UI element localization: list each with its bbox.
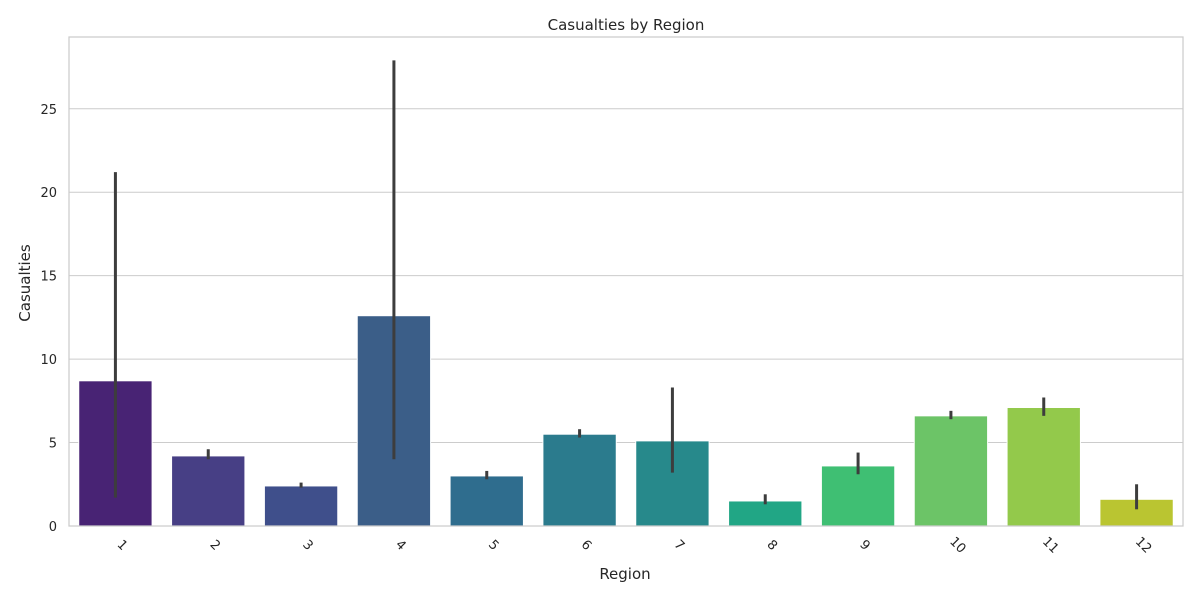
x-tick-label: 3 [299,537,315,553]
y-tick-label: 0 [49,520,57,535]
x-tick-label: 8 [763,537,779,553]
x-tick-label: 12 [1132,534,1154,556]
bar-region-9 [820,465,896,527]
x-axis-label: Region [599,565,650,583]
bar-region-3 [263,485,339,527]
bar-region-5 [449,475,524,527]
y-tick-label: 15 [40,270,57,285]
bar-region-6 [542,433,617,527]
x-tick-label: 9 [856,537,872,553]
y-tick-label: 5 [49,437,57,452]
x-tick-label: 10 [946,534,968,556]
plot-frame [68,36,1184,527]
y-tick-label: 10 [40,353,57,368]
x-tick-label: 1 [114,537,130,553]
bar-region-11 [1006,407,1081,527]
x-tick-label: 7 [671,537,687,553]
bar-region-8 [728,500,803,527]
y-tick-label: 20 [40,186,57,201]
x-tick-label: 6 [578,537,594,553]
x-tick-label: 5 [485,537,501,553]
y-axis-ticks: 0 5 10 15 20 25 [40,103,57,535]
bar-region-2 [171,455,246,527]
y-axis-label: Casualties [16,244,34,322]
error-bars [113,60,1139,510]
x-axis-ticks: 1 2 3 4 5 6 7 8 9 10 11 12 [114,534,1155,556]
x-tick-label: 11 [1039,534,1061,556]
bars [78,315,1174,527]
bar-region-10 [913,415,989,527]
y-tick-label: 25 [40,103,57,118]
x-tick-label: 4 [392,537,408,553]
chart-title: Casualties by Region [548,16,705,34]
x-tick-label: 2 [206,537,222,553]
